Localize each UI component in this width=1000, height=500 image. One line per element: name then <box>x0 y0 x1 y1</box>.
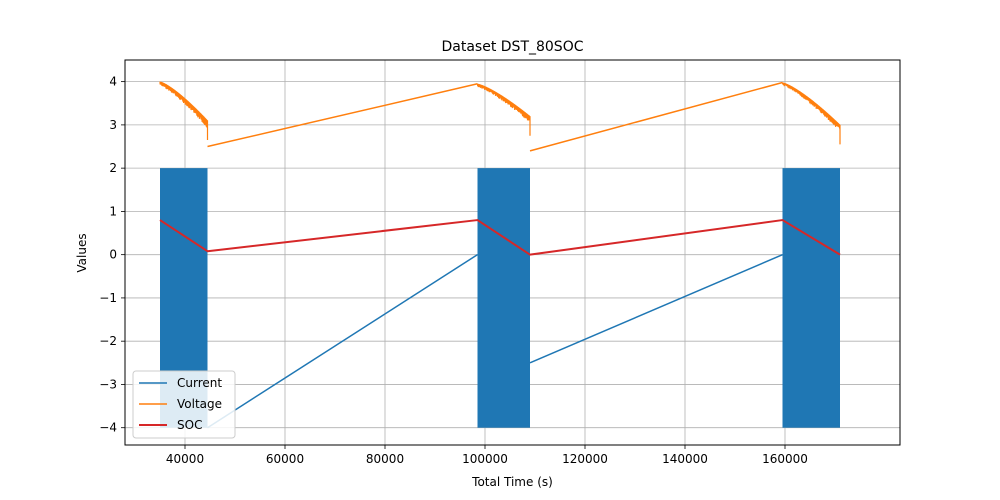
x-tick-label: 80000 <box>366 452 404 466</box>
y-tick-label: 2 <box>109 161 117 175</box>
x-tick-label: 40000 <box>166 452 204 466</box>
legend: Current Voltage SOC <box>132 370 236 439</box>
y-tick-label: 4 <box>109 75 117 89</box>
y-tick-label: −1 <box>99 291 117 305</box>
voltage-noisy-segment <box>159 81 209 141</box>
voltage-line-rest-1 <box>207 83 478 148</box>
x-axis-label: Total Time (s) <box>471 475 553 489</box>
legend-label-soc: SOC <box>177 418 202 432</box>
legend-label-current: Current <box>177 376 222 390</box>
current-oscillation-block <box>782 168 840 428</box>
y-tick-label: 1 <box>109 204 117 218</box>
voltage-line-rest-2 <box>529 81 783 152</box>
soc-line <box>159 219 841 256</box>
y-tick-label: −2 <box>99 334 117 348</box>
voltage-noisy-segment <box>781 82 841 145</box>
y-tick-label: 3 <box>109 118 117 132</box>
current-line-rest-2 <box>529 253 783 364</box>
current-oscillation-block <box>477 168 530 428</box>
legend-box <box>132 370 236 439</box>
y-tick-label: 0 <box>109 248 117 262</box>
y-axis-label: Values <box>75 233 89 272</box>
legend-label-voltage: Voltage <box>177 397 222 411</box>
chart-title: Dataset DST_80SOC <box>442 39 584 55</box>
x-tick-label: 140000 <box>662 452 708 466</box>
y-tick-label: −4 <box>99 421 117 435</box>
x-tick-label: 60000 <box>266 452 304 466</box>
ticks: 40000 60000 80000 100000 120000 140000 160000 −… <box>99 75 808 466</box>
plot-frame <box>124 59 901 446</box>
x-tick-label: 120000 <box>562 452 608 466</box>
x-tick-label: 160000 <box>762 452 808 466</box>
current-line-rest-1 <box>207 254 478 429</box>
y-tick-label: −3 <box>99 377 117 391</box>
voltage-noisy-segment <box>476 83 531 136</box>
x-tick-label: 100000 <box>462 452 508 466</box>
